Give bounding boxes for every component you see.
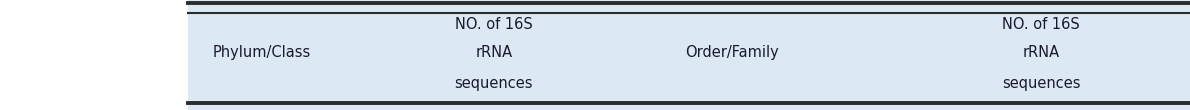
Text: rRNA: rRNA <box>1022 45 1060 60</box>
Text: NO. of 16S: NO. of 16S <box>455 17 533 32</box>
Text: Phylum/Class: Phylum/Class <box>213 45 311 60</box>
Text: NO. of 16S: NO. of 16S <box>1002 17 1081 32</box>
Text: sequences: sequences <box>455 76 533 91</box>
Text: Order/Family: Order/Family <box>685 45 778 60</box>
Bar <box>0 0 188 110</box>
Bar <box>184 13 1190 103</box>
Text: sequences: sequences <box>1002 76 1081 91</box>
Text: rRNA: rRNA <box>475 45 513 60</box>
